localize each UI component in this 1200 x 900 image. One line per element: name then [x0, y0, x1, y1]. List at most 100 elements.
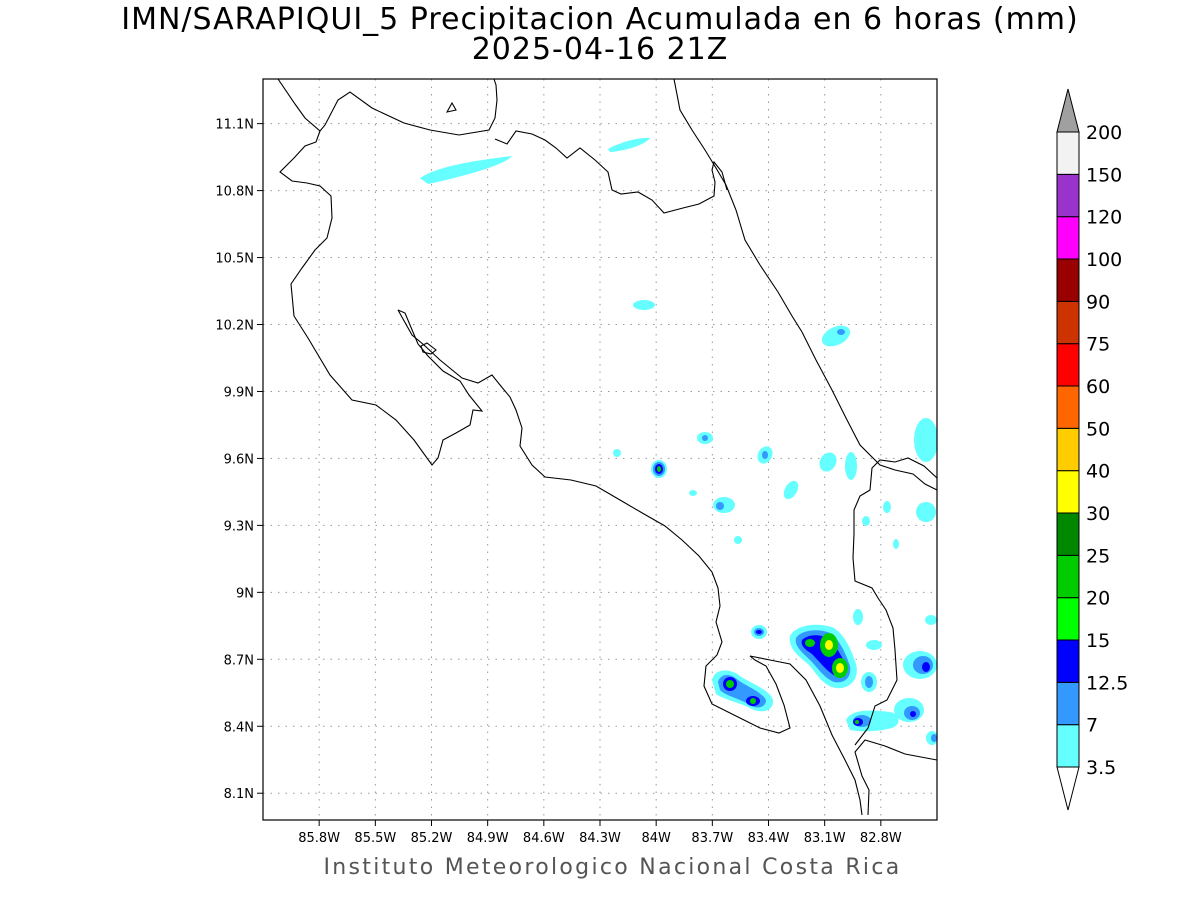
colorbar-swatch [1056, 131, 1080, 175]
lon-tick-label: 85.5W [354, 831, 396, 846]
colorbar-swatch [1056, 597, 1080, 641]
rain-cell [865, 676, 873, 688]
rain-cell [845, 452, 857, 480]
lat-tick-label: 9N [236, 586, 254, 601]
lat-tick-label: 10.8N [215, 185, 254, 200]
colorbar-swatch [1056, 554, 1080, 599]
rain-cell [756, 630, 762, 634]
rain-cell [613, 449, 621, 457]
burica-peninsula [854, 739, 937, 816]
colorbar-level-label: 25 [1086, 545, 1110, 567]
precipitation-field [420, 137, 937, 745]
map-valid-time: 2025-04-16 21Z [471, 32, 729, 67]
colorbar-swatch [1056, 258, 1080, 302]
rain-cell [914, 418, 937, 462]
colorbar-level-label: 100 [1086, 249, 1122, 271]
north-border [494, 130, 728, 214]
rain-cell [910, 711, 916, 717]
grid-lines [263, 79, 937, 820]
latitude-tick-labels: 8.1N 8.4N 8.7N 9N 9.3N 9.6N 9.9N 10.2N 10.5N 10.8… [215, 118, 263, 802]
colorbar-level-label: 15 [1086, 630, 1110, 652]
rain-cell [750, 698, 756, 704]
rain-cell [689, 490, 697, 496]
colorbar-level-label: 12.5 [1086, 672, 1128, 694]
lat-tick-label: 8.7N [224, 653, 254, 668]
rain-cell [734, 536, 742, 544]
rain-cell [922, 662, 930, 672]
colorbar-swatch [1056, 639, 1080, 683]
lat-tick-label: 8.1N [224, 787, 254, 802]
colorbar-level-label: 40 [1086, 461, 1110, 483]
rain-cell [420, 156, 512, 184]
lake-island [445, 101, 457, 113]
rain-cell [633, 300, 655, 310]
lat-tick-label: 11.1N [215, 118, 254, 133]
colorbar-swatch [1056, 681, 1080, 726]
lat-tick-label: 10.2N [215, 319, 254, 334]
rain-cell [702, 435, 708, 441]
colorbar-level-label: 30 [1086, 503, 1110, 525]
colorbar-level-label: 120 [1086, 207, 1122, 229]
lon-tick-label: 85.8W [298, 831, 340, 846]
rain-cell [762, 451, 768, 459]
lon-tick-label: 84.6W [523, 831, 565, 846]
nicaragua-border [279, 130, 484, 466]
pacific-coast [397, 309, 791, 734]
nicaragua-coast [277, 79, 498, 136]
panama-border [852, 457, 937, 746]
lat-tick-label: 10.5N [215, 252, 254, 267]
map-title: IMN/SARAPIQUI_5 Precipitacion Acumulada … [121, 2, 1079, 37]
lon-tick-label: 84W [641, 831, 671, 846]
rain-cell [925, 615, 937, 625]
colorbar-swatch [1056, 216, 1080, 260]
lon-tick-label: 83.1W [804, 831, 846, 846]
colorbar-level-label: 75 [1086, 334, 1110, 356]
colorbar-swatch [1056, 173, 1080, 218]
colorbar-level-label: 50 [1086, 418, 1110, 440]
rain-cell [657, 466, 661, 472]
nicoya-island [420, 342, 437, 355]
lon-tick-label: 85.2W [411, 831, 453, 846]
rain-cell [821, 325, 851, 347]
rain-cell [608, 137, 650, 152]
colorbar-swatch [1056, 470, 1080, 514]
rain-cell [805, 639, 815, 647]
rain-cell [726, 680, 734, 688]
rain-cell [862, 516, 870, 526]
rain-cell [836, 663, 844, 673]
lon-tick-label: 83.7W [691, 831, 733, 846]
rain-cell [916, 502, 936, 522]
lon-tick-label: 84.3W [579, 831, 621, 846]
colorbar-level-label: 3.5 [1086, 757, 1116, 779]
lon-tick-label: 82.8W [860, 831, 902, 846]
colorbar-level-label: 20 [1086, 588, 1110, 610]
rain-cell [883, 501, 891, 513]
caribbean-coast [673, 79, 937, 491]
longitude-tick-labels: 85.8W 85.5W 85.2W 84.9W 84.6W 84.3W 84W 83.7W 83… [298, 820, 902, 846]
lat-tick-label: 8.4N [224, 720, 254, 735]
rain-cell [825, 640, 833, 650]
colorbar-level-label: 150 [1086, 164, 1122, 186]
lat-tick-label: 9.9N [224, 385, 254, 400]
lon-tick-label: 84.9W [467, 831, 509, 846]
colorbar-level-label: 90 [1086, 291, 1110, 313]
colorbar-level-label: 60 [1086, 376, 1110, 398]
rain-cell [819, 452, 837, 472]
lon-tick-label: 83.4W [748, 831, 790, 846]
colorbar-level-label: 200 [1086, 122, 1122, 144]
rain-cell [853, 609, 863, 625]
colorbar-level-label: 7 [1086, 715, 1098, 737]
rain-cell [855, 720, 859, 724]
colorbar-over-triangle [1056, 88, 1080, 133]
lat-tick-label: 9.3N [224, 519, 254, 534]
colorbar-swatch [1056, 385, 1080, 429]
rain-cell [783, 480, 799, 500]
credit-text: Instituto Meteorologico Nacional Costa R… [323, 855, 902, 880]
colorbar-swatch [1056, 427, 1080, 472]
osa-peninsula [749, 655, 863, 816]
rain-cell [716, 502, 724, 510]
rain-cell [866, 640, 882, 650]
colorbar-swatch [1056, 343, 1080, 387]
map-frame [262, 78, 938, 821]
